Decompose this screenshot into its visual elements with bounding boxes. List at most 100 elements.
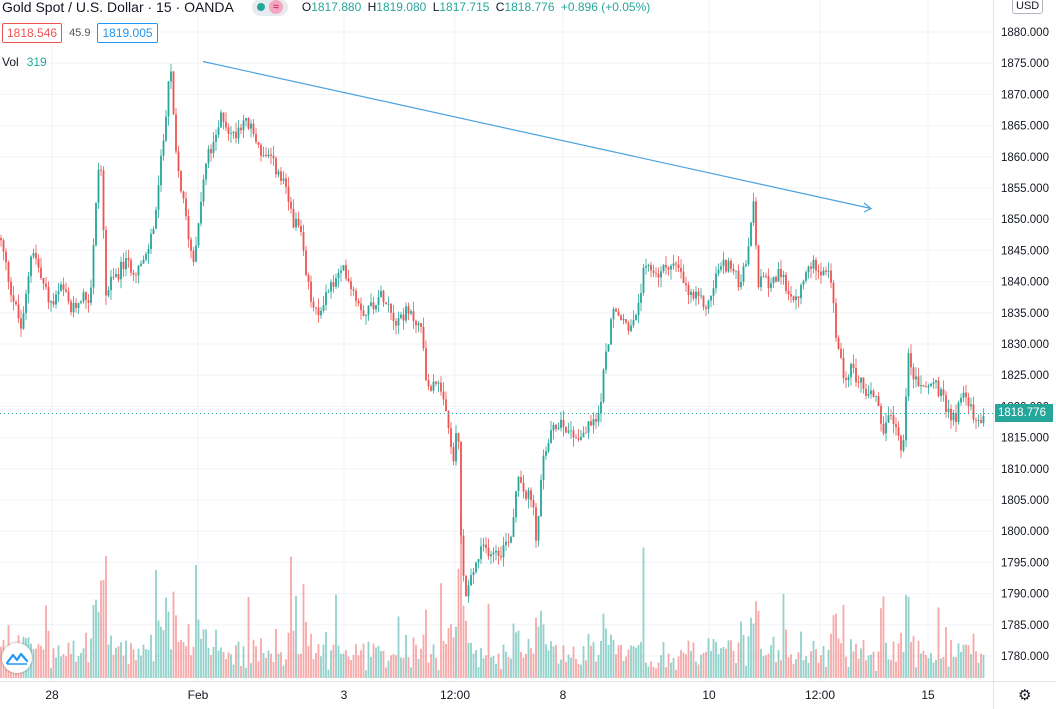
volume-bar	[805, 656, 807, 678]
candle	[172, 71, 175, 115]
candle	[417, 320, 420, 332]
volume-bar	[720, 648, 722, 678]
candle	[395, 318, 397, 335]
currency-button[interactable]: USD	[1012, 0, 1044, 14]
candle	[347, 270, 350, 283]
candle	[432, 374, 435, 394]
volume-bar	[597, 654, 600, 678]
volume-bar	[637, 645, 640, 678]
candle	[497, 547, 500, 565]
time-tick-label: 12:00	[805, 688, 835, 702]
volume-bar	[60, 656, 62, 678]
volume-bar	[662, 642, 665, 678]
candle	[90, 279, 92, 306]
candle	[872, 388, 875, 398]
candle	[465, 574, 467, 597]
volume-bar	[902, 651, 905, 678]
gear-icon[interactable]: ⚙	[1018, 687, 1032, 704]
volume-bar	[197, 619, 200, 678]
volume-bar	[257, 661, 260, 678]
volume-bar	[875, 670, 877, 678]
candle	[645, 258, 647, 275]
candle	[687, 281, 690, 305]
candle	[327, 289, 330, 294]
volume-bar	[180, 640, 182, 678]
volume-bar	[980, 653, 982, 678]
volume-bar	[375, 647, 377, 678]
candle	[935, 379, 937, 389]
candle	[955, 404, 957, 432]
tradingview-logo-icon[interactable]	[2, 643, 32, 673]
candle	[407, 302, 410, 321]
candle	[850, 362, 852, 386]
symbol-title[interactable]: Gold Spot / U.S. Dollar · 15 · OANDA	[2, 0, 234, 15]
candle	[697, 287, 700, 305]
candle	[730, 258, 732, 273]
trend-line[interactable]	[202, 60, 873, 213]
volume-bar	[320, 656, 322, 678]
candle	[592, 412, 595, 434]
volume-bar	[82, 648, 85, 678]
candle	[887, 406, 890, 423]
candle	[485, 537, 487, 554]
volume-bar	[312, 659, 315, 678]
candle	[580, 430, 582, 441]
volume-bar	[65, 656, 67, 678]
volume-legend[interactable]: Vol 319	[2, 55, 47, 69]
volume-bar	[275, 628, 277, 678]
volume-bar	[87, 662, 90, 678]
candle	[670, 263, 672, 280]
volume-bar	[480, 648, 482, 678]
candle	[877, 392, 880, 407]
candle	[790, 285, 792, 303]
candle	[325, 284, 327, 311]
candle	[542, 449, 545, 490]
candle	[87, 294, 90, 313]
candle	[85, 291, 87, 309]
volume-bar	[627, 649, 630, 678]
volume-bar	[927, 658, 930, 678]
volume-bar	[977, 662, 980, 678]
volume-bar	[847, 666, 850, 678]
volume-bar	[787, 657, 790, 678]
volume-bar	[370, 656, 372, 678]
volume-bar	[937, 607, 940, 678]
price-tick-label: 1830.000	[1001, 339, 1049, 351]
candle	[557, 422, 560, 431]
price-tick-label: 1810.000	[1001, 464, 1049, 476]
candle	[2, 238, 5, 261]
sell-button[interactable]: 1818.546	[2, 23, 63, 43]
candle	[945, 391, 947, 418]
market-status-pill[interactable]: ≈	[251, 0, 288, 16]
candle	[410, 309, 412, 316]
price-tick-label: 1855.000	[1001, 183, 1049, 195]
candle	[515, 491, 517, 523]
buy-button[interactable]: 1819.005	[97, 23, 158, 43]
volume-bar	[177, 641, 180, 678]
candle	[932, 378, 935, 389]
volume-bar	[600, 641, 602, 678]
candle	[810, 262, 812, 279]
volume-bar	[52, 648, 55, 678]
candle	[195, 236, 197, 263]
time-axis[interactable]: 28 Feb 3 12:00 8 10 12:00 15	[45, 688, 935, 702]
candle	[142, 255, 145, 264]
candle	[287, 177, 290, 211]
candle	[715, 266, 717, 294]
candle	[447, 410, 450, 434]
candle	[162, 134, 165, 161]
volume-bar	[792, 664, 795, 678]
close-value: 1818.776	[504, 0, 555, 14]
candle	[720, 262, 722, 273]
candle	[937, 377, 940, 398]
candle	[310, 275, 312, 308]
price-axis[interactable]: 1880.000 1875.000 1870.000 1865.000 1860.000…	[1001, 27, 1049, 663]
volume-bar	[297, 654, 300, 678]
candle	[72, 295, 75, 318]
candle	[562, 410, 565, 437]
volume-bar	[712, 638, 715, 678]
candle	[290, 197, 292, 214]
volume-bar	[532, 653, 535, 678]
volume-bar	[235, 645, 237, 678]
